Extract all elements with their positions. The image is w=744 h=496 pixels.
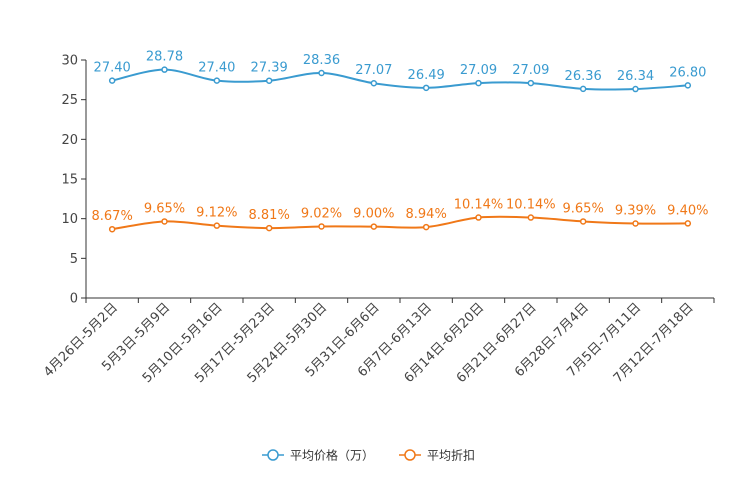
data-label: 26.36 xyxy=(565,69,602,84)
data-label: 28.78 xyxy=(146,50,183,65)
data-point xyxy=(684,82,692,89)
data-point xyxy=(632,220,639,227)
data-label: 8.81% xyxy=(249,208,290,223)
data-point xyxy=(161,66,168,73)
legend-label: 平均价格（万） xyxy=(290,448,374,463)
data-label: 9.65% xyxy=(144,201,185,216)
data-label: 27.09 xyxy=(512,63,549,78)
data-point xyxy=(370,223,378,230)
legend-marker xyxy=(404,449,416,461)
data-label: 27.40 xyxy=(94,61,131,76)
data-point xyxy=(318,223,325,230)
data-point xyxy=(265,224,273,232)
data-point xyxy=(579,218,587,225)
data-point xyxy=(161,218,168,225)
data-label: 26.80 xyxy=(669,65,706,80)
data-point xyxy=(527,79,535,87)
data-label: 9.02% xyxy=(301,206,342,221)
data-label: 26.49 xyxy=(408,68,445,83)
series-line-2 xyxy=(112,215,688,231)
data-point xyxy=(108,225,116,233)
data-label: 27.07 xyxy=(355,63,392,78)
data-point xyxy=(370,79,378,87)
data-point xyxy=(475,214,482,221)
legend-label: 平均折扣 xyxy=(427,448,475,463)
legend-marker xyxy=(267,449,279,461)
data-label: 9.00% xyxy=(353,207,394,222)
y-tick-label: 30 xyxy=(61,54,78,69)
y-tick-label: 15 xyxy=(61,173,78,188)
data-point xyxy=(422,84,430,92)
y-tick-label: 0 xyxy=(70,292,78,307)
data-label: 9.65% xyxy=(563,201,604,216)
data-label: 9.40% xyxy=(667,203,708,218)
y-tick-label: 5 xyxy=(70,252,78,267)
y-tick-label: 10 xyxy=(61,212,78,227)
data-point xyxy=(632,85,639,93)
data-point xyxy=(213,222,221,229)
data-label: 26.34 xyxy=(617,69,654,84)
data-label: 8.94% xyxy=(406,207,447,222)
data-point xyxy=(265,77,273,84)
y-tick-label: 25 xyxy=(61,93,78,108)
data-label: 27.39 xyxy=(251,61,288,76)
data-label: 10.14% xyxy=(454,198,504,213)
data-point xyxy=(213,77,221,84)
series-line-1 xyxy=(111,68,688,91)
data-point xyxy=(527,214,535,221)
data-label: 27.40 xyxy=(198,61,235,76)
data-point xyxy=(318,69,325,77)
data-label: 9.12% xyxy=(196,206,237,221)
data-point xyxy=(422,223,430,231)
data-label: 28.36 xyxy=(303,53,340,68)
data-point xyxy=(684,220,692,227)
data-point xyxy=(579,85,587,93)
data-label: 27.09 xyxy=(460,63,497,78)
data-label: 8.67% xyxy=(92,209,133,224)
y-tick-label: 20 xyxy=(61,133,78,148)
data-point xyxy=(475,79,482,87)
data-point xyxy=(108,77,116,84)
data-label: 10.14% xyxy=(506,198,556,213)
data-label: 9.39% xyxy=(615,204,656,219)
